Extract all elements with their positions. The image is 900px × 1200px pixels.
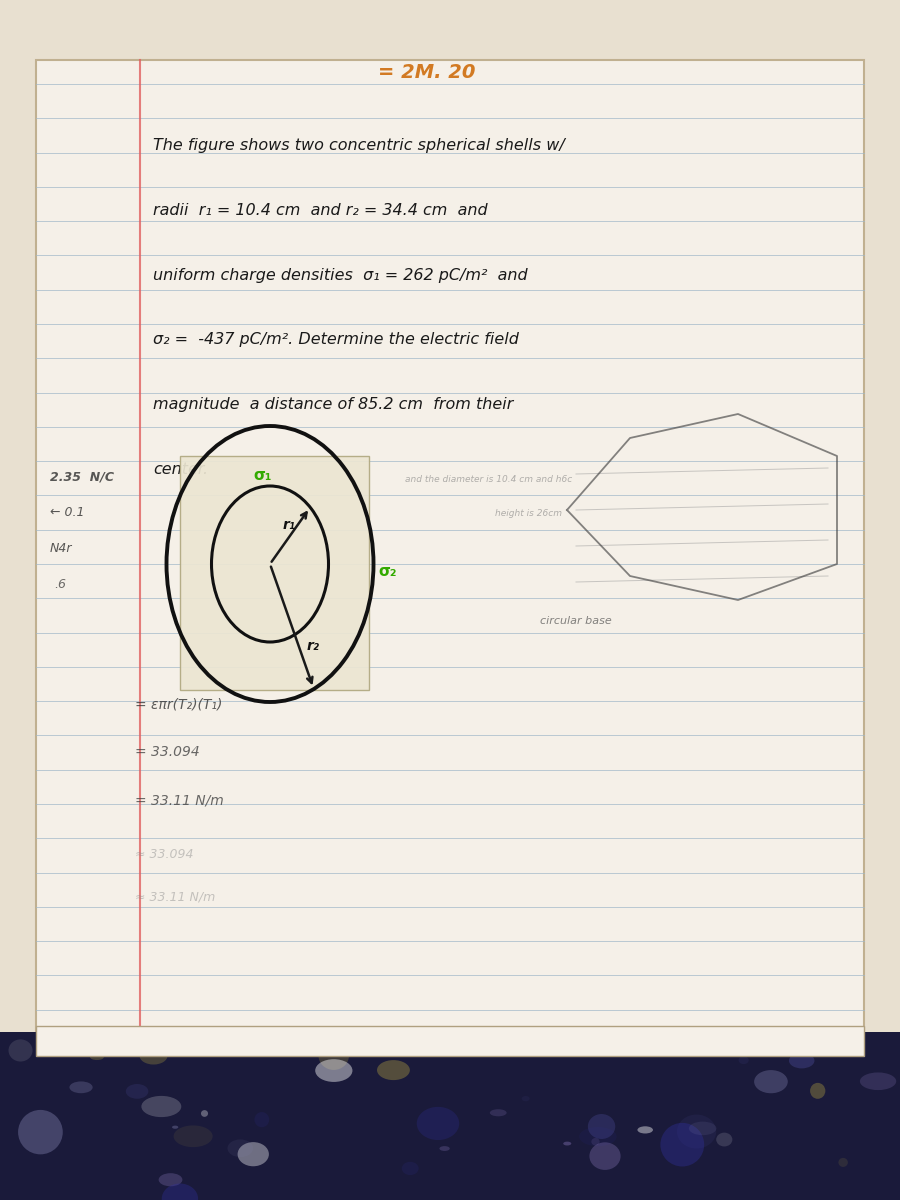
Ellipse shape xyxy=(315,1060,353,1082)
Ellipse shape xyxy=(319,1040,349,1070)
Text: = 33.11 N/m: = 33.11 N/m xyxy=(135,793,224,806)
Ellipse shape xyxy=(377,1060,410,1080)
Text: circular base: circular base xyxy=(540,616,612,626)
Text: center.: center. xyxy=(153,462,208,476)
Text: σ₂ =  -437 pC/m². Determine the electric field: σ₂ = -437 pC/m². Determine the electric … xyxy=(153,332,519,348)
Ellipse shape xyxy=(739,1056,749,1064)
Bar xyxy=(36,1026,864,1056)
Bar xyxy=(0,1032,900,1200)
Ellipse shape xyxy=(662,1043,680,1055)
Ellipse shape xyxy=(688,1122,716,1135)
Ellipse shape xyxy=(490,1109,507,1116)
Ellipse shape xyxy=(860,1073,896,1090)
Ellipse shape xyxy=(228,1140,253,1157)
Text: height is 26cm: height is 26cm xyxy=(495,509,562,518)
Text: radii  r₁ = 10.4 cm  and r₂ = 34.4 cm  and: radii r₁ = 10.4 cm and r₂ = 34.4 cm and xyxy=(153,203,488,218)
Ellipse shape xyxy=(563,1141,572,1146)
Ellipse shape xyxy=(141,1096,181,1117)
Text: magnitude  a distance of 85.2 cm  from their: magnitude a distance of 85.2 cm from the… xyxy=(153,397,513,412)
Ellipse shape xyxy=(172,1126,178,1129)
Ellipse shape xyxy=(401,1162,419,1175)
Text: .6: .6 xyxy=(54,578,66,590)
Ellipse shape xyxy=(810,1082,825,1099)
Text: r₁: r₁ xyxy=(283,518,296,532)
Text: r₂: r₂ xyxy=(306,638,319,653)
Text: uniform charge densities  σ₁ = 262 pC/m²  and: uniform charge densities σ₁ = 262 pC/m² … xyxy=(153,268,527,282)
Ellipse shape xyxy=(522,1096,529,1102)
Ellipse shape xyxy=(8,1039,32,1062)
Bar xyxy=(180,456,369,690)
Ellipse shape xyxy=(590,1142,621,1170)
Bar xyxy=(36,60,864,1056)
Ellipse shape xyxy=(716,1133,733,1146)
Ellipse shape xyxy=(637,1127,653,1134)
Ellipse shape xyxy=(18,1110,63,1154)
Ellipse shape xyxy=(201,1110,208,1117)
Ellipse shape xyxy=(661,1123,704,1166)
Ellipse shape xyxy=(754,1070,788,1093)
Ellipse shape xyxy=(174,1126,212,1147)
Ellipse shape xyxy=(90,1054,104,1060)
Text: σ₂: σ₂ xyxy=(378,564,397,578)
Ellipse shape xyxy=(417,1106,459,1140)
Ellipse shape xyxy=(588,1114,616,1139)
Text: = 33.094: = 33.094 xyxy=(135,745,200,758)
Ellipse shape xyxy=(69,1081,93,1093)
Text: σ₁: σ₁ xyxy=(254,468,273,482)
Text: = επr(T₂)(T₁): = επr(T₂)(T₁) xyxy=(135,697,222,710)
Text: ← 0.1: ← 0.1 xyxy=(50,506,84,520)
Text: ≈ 33.11 N/m: ≈ 33.11 N/m xyxy=(135,890,215,902)
Text: ≈ 33.094: ≈ 33.094 xyxy=(135,848,194,862)
Ellipse shape xyxy=(255,1112,269,1127)
Ellipse shape xyxy=(158,1174,183,1187)
Text: N4r: N4r xyxy=(50,542,72,554)
Ellipse shape xyxy=(591,1138,599,1146)
Ellipse shape xyxy=(439,1146,450,1151)
Ellipse shape xyxy=(162,1183,198,1200)
Ellipse shape xyxy=(126,1084,148,1099)
Ellipse shape xyxy=(238,1142,269,1166)
Text: and the diameter is 10.4 cm and h6c: and the diameter is 10.4 cm and h6c xyxy=(405,475,572,485)
Text: The figure shows two concentric spherical shells w/: The figure shows two concentric spherica… xyxy=(153,138,565,152)
Ellipse shape xyxy=(140,1046,167,1064)
Ellipse shape xyxy=(579,1127,617,1146)
Ellipse shape xyxy=(839,1158,848,1166)
Ellipse shape xyxy=(789,1052,814,1068)
Ellipse shape xyxy=(677,1115,716,1148)
Text: = 2M. 20: = 2M. 20 xyxy=(378,62,475,82)
Text: 2.35  N/C: 2.35 N/C xyxy=(50,470,113,482)
